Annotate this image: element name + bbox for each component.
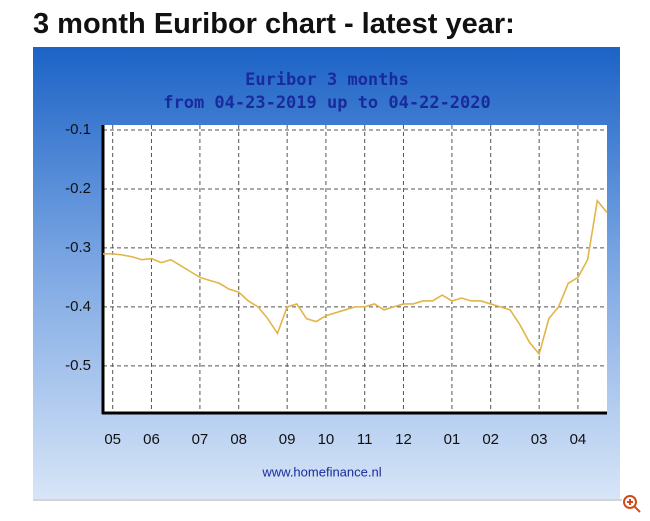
chart-subtitle: from 04-23-2019 up to 04-22-2020 [163,93,491,113]
plot-area [103,125,607,413]
x-tick-label: 04 [570,431,587,448]
y-tick-label: -0.2 [65,180,91,197]
x-tick-label: 08 [230,431,247,448]
x-tick-label: 06 [143,431,160,448]
x-tick-label: 05 [104,431,121,448]
zoom-icon[interactable] [623,495,641,513]
x-tick-label: 10 [318,431,335,448]
y-tick-label: -0.1 [65,121,91,138]
x-tick-label: 07 [192,431,209,448]
x-tick-label: 03 [531,431,548,448]
x-tick-label: 09 [279,431,296,448]
source-label: www.homefinance.nl [261,464,381,479]
x-tick-label: 02 [482,431,499,448]
y-tick-label: -0.3 [65,239,91,256]
y-tick-label: -0.5 [65,357,91,374]
x-tick-label: 11 [357,431,373,448]
chart-title: Euribor 3 months [245,70,409,90]
y-tick-label: -0.4 [65,298,91,315]
x-tick-label: 01 [444,431,461,448]
x-tick-label: 12 [395,431,412,448]
page-heading: 3 month Euribor chart - latest year: [33,8,515,40]
data-line [103,198,608,356]
